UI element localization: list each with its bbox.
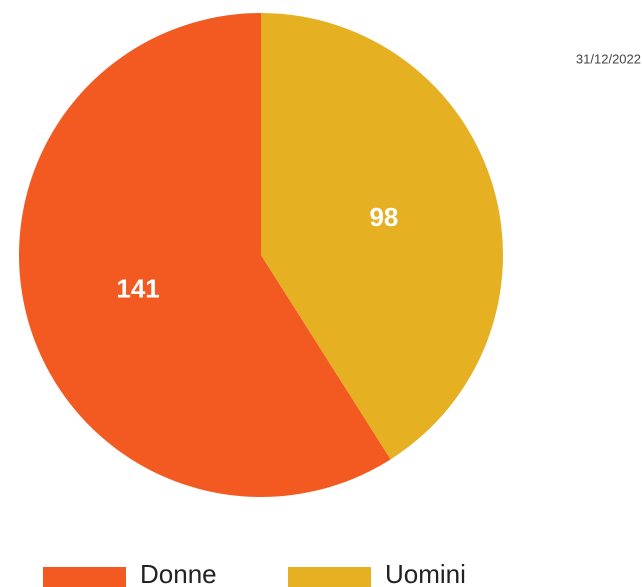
pie-slice bbox=[261, 13, 503, 460]
legend-label: Donne bbox=[140, 559, 217, 587]
legend-swatch bbox=[288, 567, 371, 587]
pie-slice bbox=[18, 13, 391, 497]
date: 31/12/2022 bbox=[576, 51, 641, 66]
slice-label: 98 bbox=[369, 202, 398, 232]
slice-label: 141 bbox=[116, 274, 159, 304]
legend-swatch bbox=[43, 567, 126, 587]
legend-label: Uomini bbox=[385, 559, 466, 587]
